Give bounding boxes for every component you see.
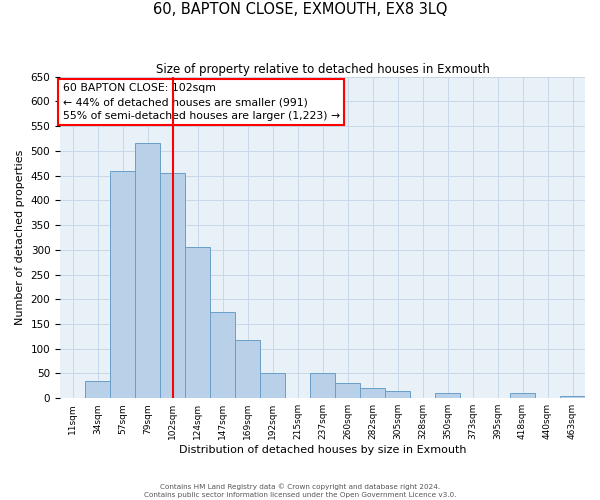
Bar (560, 396, 585, 398)
Title: Size of property relative to detached houses in Exmouth: Size of property relative to detached ho… (155, 62, 490, 76)
Text: 60, BAPTON CLOSE, EXMOUTH, EX8 3LQ: 60, BAPTON CLOSE, EXMOUTH, EX8 3LQ (153, 2, 447, 18)
Bar (185, 248, 210, 398)
Bar (510, 394, 535, 398)
Bar (335, 384, 360, 398)
Bar (260, 374, 285, 398)
Bar (85, 381, 110, 398)
Bar (110, 170, 135, 398)
Bar (310, 374, 335, 398)
Bar (360, 388, 385, 398)
Text: Contains HM Land Registry data © Crown copyright and database right 2024.
Contai: Contains HM Land Registry data © Crown c… (144, 484, 456, 498)
Y-axis label: Number of detached properties: Number of detached properties (15, 150, 25, 325)
X-axis label: Distribution of detached houses by size in Exmouth: Distribution of detached houses by size … (179, 445, 466, 455)
Text: 60 BAPTON CLOSE: 102sqm
← 44% of detached houses are smaller (991)
55% of semi-d: 60 BAPTON CLOSE: 102sqm ← 44% of detache… (62, 83, 340, 121)
Bar (435, 394, 460, 398)
Bar (160, 173, 185, 398)
Bar (235, 340, 260, 398)
Bar (135, 144, 160, 398)
Bar (385, 391, 410, 398)
Bar (210, 312, 235, 398)
